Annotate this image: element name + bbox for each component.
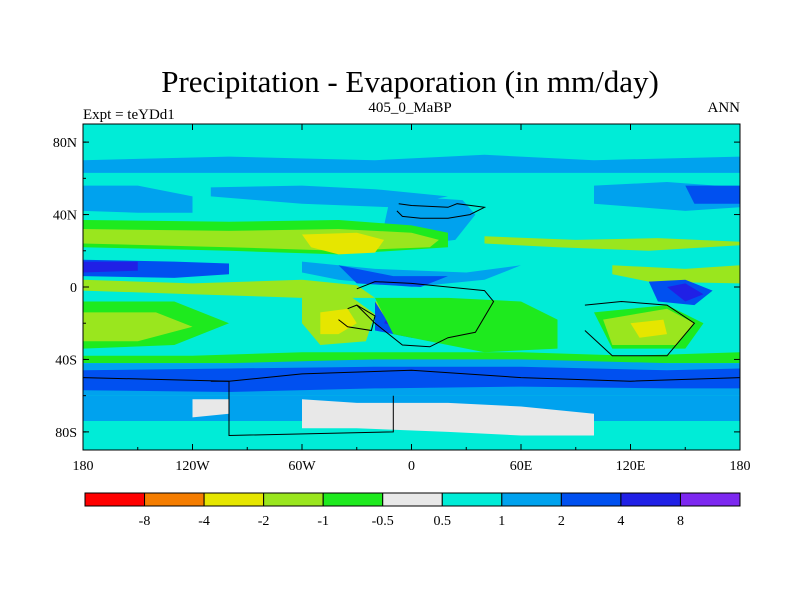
colorbar-label: -0.5 <box>372 514 394 529</box>
field-region <box>612 265 740 284</box>
x-tick-label: 120W <box>175 459 210 474</box>
x-tick-label: 180 <box>73 459 94 474</box>
coastline <box>338 304 376 332</box>
x-tick-label: 60E <box>510 459 533 474</box>
colorbar-label: 1 <box>498 514 505 529</box>
colorbar-label: -2 <box>258 514 270 529</box>
field-layer <box>83 124 740 450</box>
colorbar-label: 4 <box>617 514 624 529</box>
field-region <box>320 308 357 335</box>
coastline <box>584 300 696 357</box>
y-axis: 80N 40N 0 40S 80S <box>53 136 740 441</box>
field-region <box>667 283 704 302</box>
field-region <box>210 185 448 208</box>
field-region <box>83 185 193 213</box>
colorbar-swatch <box>322 492 384 507</box>
time-label: 405_0_MaBP <box>368 100 451 116</box>
colorbar-label: -4 <box>198 514 210 529</box>
colorbar-label: 8 <box>677 514 684 529</box>
field-region <box>83 261 138 273</box>
colorbar-label: 2 <box>558 514 565 529</box>
colorbar: -8 -4 -2 -1 -0.5 0.5 1 2 4 8 <box>84 492 741 529</box>
colorbar-swatch <box>679 492 741 507</box>
y-tick-label: 80S <box>55 426 77 441</box>
colorbar-swatch <box>263 492 324 507</box>
colorbar-swatch <box>144 492 205 507</box>
x-axis: 180 120W 60W 0 60E 120E 180 <box>73 124 751 474</box>
field-region <box>83 366 740 392</box>
colorbar-swatch <box>84 492 146 507</box>
season-label: ANN <box>708 100 741 116</box>
field-region <box>302 232 385 255</box>
field-region <box>192 399 229 418</box>
field-region <box>484 236 740 251</box>
coastline-layer <box>83 203 740 437</box>
y-tick-label: 80N <box>53 136 77 151</box>
coastline <box>396 203 487 219</box>
colorbar-swatch <box>620 492 681 507</box>
x-tick-label: 0 <box>408 459 415 474</box>
y-tick-label: 40N <box>53 209 77 224</box>
x-tick-label: 120E <box>616 459 646 474</box>
field-region <box>630 319 667 338</box>
field-region <box>83 279 375 298</box>
field-region <box>375 297 558 353</box>
field-region <box>83 312 193 342</box>
field-region <box>302 399 594 436</box>
colorbar-label: 0.5 <box>434 514 452 529</box>
colorbar-label: -8 <box>139 514 151 529</box>
field-region <box>685 185 740 204</box>
colorbar-swatch <box>560 492 622 507</box>
colorbar-swatch <box>203 492 265 507</box>
x-tick-label: 60W <box>288 459 316 474</box>
map-plot-area: 180 120W 60W 0 60E 120E 180 80N 40N 0 40S 80S <box>53 123 751 474</box>
experiment-label: Expt = teYDd1 <box>83 107 175 123</box>
chart-title: Precipitation - Evaporation (in mm/day) <box>161 64 659 99</box>
colorbar-swatch <box>441 492 503 507</box>
x-tick-label: 180 <box>730 459 751 474</box>
coastline <box>356 281 495 348</box>
coastline <box>210 380 394 437</box>
colorbar-swatch <box>501 492 562 507</box>
y-tick-label: 0 <box>70 281 77 296</box>
field-region <box>83 352 740 364</box>
colorbar-swatch <box>382 492 443 507</box>
y-tick-label: 40S <box>55 353 77 368</box>
field-region <box>83 154 740 173</box>
field-region <box>338 265 448 287</box>
colorbar-label: -1 <box>317 514 329 529</box>
